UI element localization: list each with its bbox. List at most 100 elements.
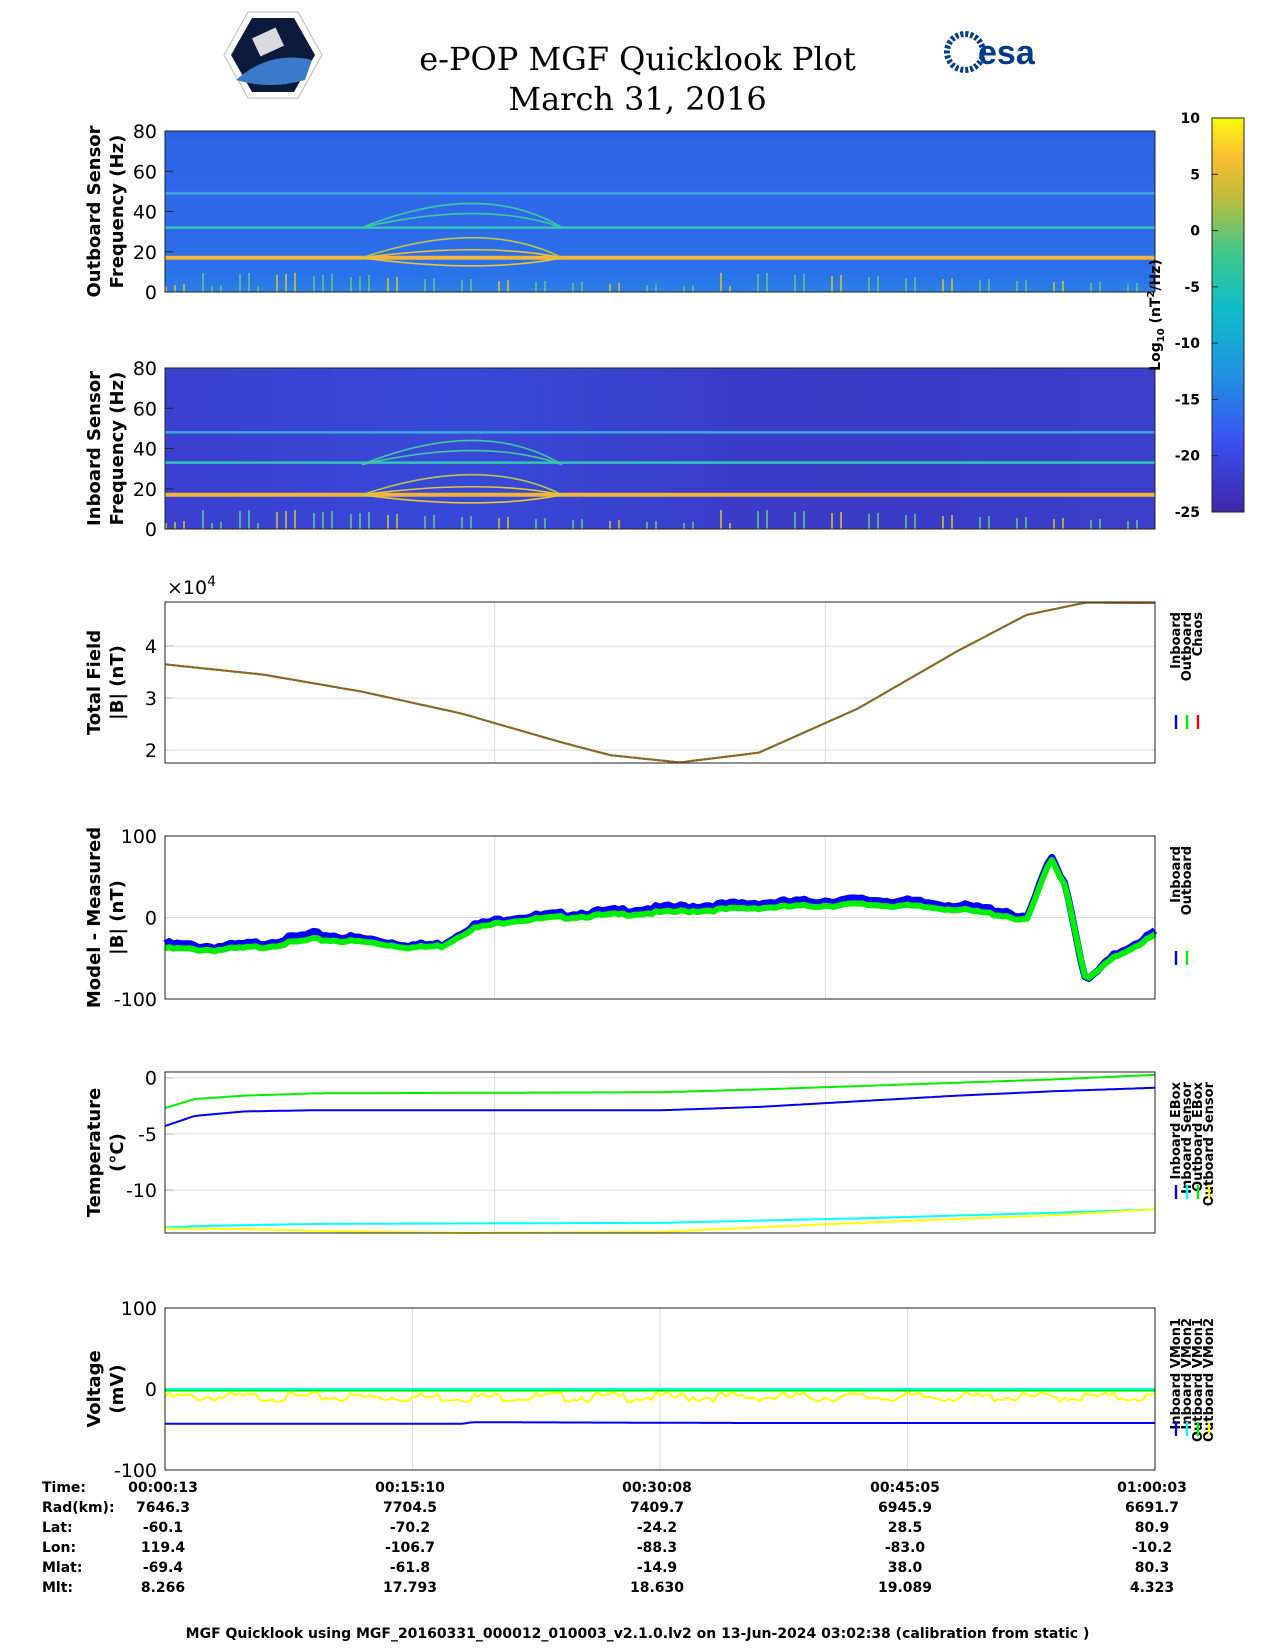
spectrogram-1-lowfreq-noise (220, 522, 222, 529)
spectrogram-0-lowfreq-noise (609, 284, 611, 292)
spectrogram-1-split-feature (361, 473, 563, 496)
spectrogram-0-lowfreq-noise (294, 273, 296, 292)
ephemeris-cell: 80.3 (1135, 1560, 1170, 1576)
spectrogram-0-lowfreq-noise (979, 280, 981, 292)
panel-4-ytick: -5 (138, 1124, 157, 1146)
spectrogram-0-lowfreq-noise (1090, 283, 1092, 292)
spectrogram-0-lowfreq-noise (1053, 282, 1055, 292)
spectrogram-1-lowfreq-noise (609, 521, 611, 529)
spectrogram-0-lowfreq-noise (461, 280, 463, 292)
spectrogram-1-lowfreq-noise (239, 511, 241, 529)
spectrogram-1-lowfreq-noise (257, 523, 259, 529)
spectrogram-0-lowfreq-noise (202, 273, 204, 292)
panel-4-legend-label: Outboard EBox (1191, 1081, 1206, 1191)
spectrogram-0-lowfreq-noise (831, 276, 833, 292)
spectrogram-1-lowfreq-noise (683, 523, 685, 529)
spectrogram-1-lowfreq-noise (396, 514, 398, 529)
colorbar-tick: -10 (1175, 336, 1201, 352)
spectrogram-0-lowfreq-noise (276, 275, 278, 292)
panel-1-ytick: 20 (133, 479, 157, 501)
ephemeris-cell: 6691.7 (1125, 1500, 1179, 1516)
spectrogram-1-lowfreq-noise (331, 511, 333, 529)
panel-1-ytick: 80 (133, 358, 157, 380)
ephemeris-cell: -61.8 (390, 1560, 430, 1576)
spectrogram-1-lowfreq-noise (720, 510, 722, 529)
spectrogram-1-lowfreq-noise (248, 510, 250, 529)
spectrogram-0-lowfreq-noise (655, 284, 657, 292)
spectrogram-1-lowfreq-noise (470, 516, 472, 529)
ephemeris-row-label: Lat: (42, 1520, 73, 1536)
spectrogram-1-lowfreq-noise (868, 514, 870, 529)
spectrogram-1-lowfreq-noise (581, 519, 583, 529)
ephemeris-cell: 38.0 (888, 1560, 923, 1576)
spectrogram-1-lowfreq-noise (757, 511, 759, 529)
spectrogram-1-lowfreq-noise (803, 511, 805, 529)
spectrogram-0-split-feature (361, 212, 563, 229)
colorbar: 10 5 0 -5 -10 -15 -20 -25 Log10 (nT2/Hz) (1146, 111, 1245, 521)
ephemeris-cell: 7704.5 (383, 1500, 437, 1516)
spectrogram-0-lowfreq-noise (165, 286, 167, 292)
spectrogram-0-lowfreq-noise (988, 279, 990, 292)
spectrogram-0-split-feature (361, 236, 563, 259)
panel-4-ylabel-line2: (°C) (107, 1133, 128, 1172)
panel-5-series-inboard-vmon1 (165, 1421, 1155, 1425)
spectrogram-0-lowfreq-noise (285, 274, 287, 292)
spectrogram-0-lowfreq-noise (729, 286, 731, 292)
colorbar-tick: -20 (1175, 449, 1201, 465)
panel-4-frame (164, 1071, 1156, 1234)
spectrogram-1-lowfreq-noise (1053, 519, 1055, 529)
panel-5-ytick: 100 (121, 1298, 157, 1320)
panel-4-series-inboard-sensor (164, 1208, 1156, 1229)
spectrogram-1-lowfreq-noise (424, 516, 426, 529)
spectrogram-0-lowfreq-noise (387, 278, 389, 292)
panel-2-series-chaos (164, 601, 1155, 764)
spectrogram-0-lowfreq-noise (174, 285, 176, 292)
ephemeris-cell: 7646.3 (136, 1500, 190, 1516)
spectrogram-0-lowfreq-noise (396, 277, 398, 292)
spectrogram-0-lowfreq-noise (1099, 282, 1101, 292)
spectrogram-0-lowfreq-noise (359, 276, 361, 292)
panel-5-ytick: 0 (145, 1379, 157, 1401)
spectrogram-0-split-feature (361, 248, 563, 259)
spectrogram-1-lowfreq-noise (1099, 519, 1101, 529)
ephemeris-cell: 19.089 (878, 1580, 932, 1596)
spectrogram-1-lowfreq-noise (498, 518, 500, 529)
spectrogram-1-lowfreq-noise (914, 514, 916, 529)
spectrogram-1-lowfreq-noise (1136, 520, 1138, 529)
spectrogram-0-lowfreq-noise (618, 283, 620, 292)
panel-0-ylabel-line1: Outboard Sensor (84, 125, 105, 297)
spectrogram-0-split-feature (361, 256, 563, 267)
panel-2-legend-label: Outboard (1180, 612, 1195, 681)
spectrogram-0-lowfreq-noise (720, 273, 722, 292)
spectrogram-0-lowfreq-noise (803, 274, 805, 292)
spectrogram-1-split-feature (361, 439, 563, 466)
spectrogram-1-lowfreq-noise (951, 515, 953, 529)
ephemeris-cell: 28.5 (888, 1520, 923, 1536)
ephemeris-row-label: Mlat: (42, 1560, 82, 1576)
cassiope-logo (223, 11, 323, 99)
spectrogram-0-lowfreq-noise (183, 284, 185, 292)
spectrogram-0-lowfreq-noise (840, 275, 842, 292)
panel-5-legend-label: Outboard VMon2 (1202, 1318, 1217, 1442)
panel-3-frame (164, 835, 1156, 1000)
spectrogram-0-lowfreq-noise (331, 274, 333, 292)
ephemeris-cell: 4.323 (1130, 1580, 1174, 1596)
panel-3-series-outboard (164, 857, 1157, 981)
spectrogram-0-lowfreq-noise (1062, 281, 1064, 292)
panel-0-frame (164, 130, 1156, 293)
panel-2-frame (164, 601, 1156, 764)
spectrogram-0-lowfreq-noise (220, 285, 222, 292)
panel-2-legend-label: Chaos (1191, 612, 1206, 656)
panel-0-ytick: 40 (133, 202, 157, 224)
spectrogram-1-lowfreq-noise (794, 512, 796, 529)
spectrogram-0-lowfreq-noise (951, 278, 953, 292)
spectrogram-1-lowfreq-noise (979, 517, 981, 529)
spectrogram-0-lowfreq-noise (572, 283, 574, 292)
colorbar-tick: 0 (1190, 224, 1200, 240)
panel-0-ylabel-line2: Frequency (Hz) (107, 135, 128, 289)
spectrogram-1-split-feature (361, 449, 563, 466)
ephemeris-cell: 18.630 (630, 1580, 684, 1596)
spectrogram-1-lowfreq-noise (831, 513, 833, 529)
spectrogram-1-background (165, 368, 1155, 529)
spectrogram-0-lowfreq-noise (313, 276, 315, 292)
